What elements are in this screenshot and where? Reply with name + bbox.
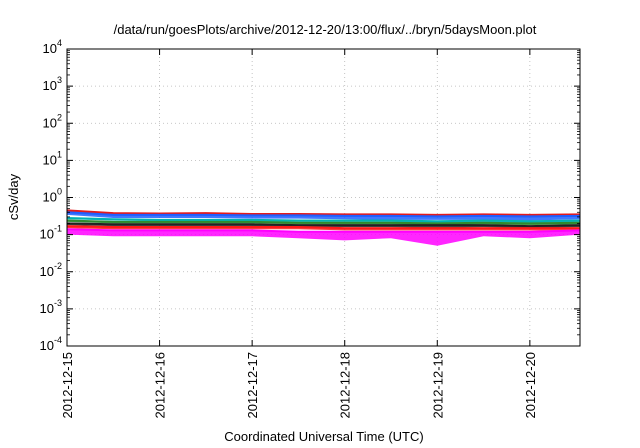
series-line-4 [66,222,581,228]
y-tick-label: 103 [43,75,62,93]
y-ticks: 10-4 10-3 10-2 10-1 100 101 102 103 104 [40,38,580,353]
series-line-1 [66,211,581,218]
x-tick-label: 2012-12-17 [245,352,260,419]
x-ticks: 2012-12-15 2012-12-16 2012-12-17 2012-12-18… [60,49,538,419]
series-line-2 [66,217,581,223]
y-tick-label: 10-1 [40,224,62,242]
y-tick-label: 10-4 [40,335,62,353]
x-tick-label: 2012-12-15 [60,352,75,419]
chart-title: /data/run/goesPlots/archive/2012-12-20/1… [114,22,537,37]
y-tick-label: 102 [43,112,62,130]
series-line-3 [66,219,581,225]
y-tick-label: 101 [43,149,62,167]
y-axis-label: cSv/day [6,173,21,220]
x-tick-label: 2012-12-20 [523,352,538,419]
y-tick-label: 104 [43,38,62,56]
y-tick-label: 100 [43,187,62,205]
grid [67,49,580,346]
x-tick-label: 2012-12-16 [153,352,168,419]
series-group [66,209,581,246]
y-tick-label: 10-2 [40,261,62,279]
y-tick-label: 10-3 [40,298,62,316]
x-tick-label: 2012-12-18 [338,352,353,419]
series-line-5 [66,225,580,230]
series-band-6 [67,229,580,246]
series-line-6 [66,228,581,233]
x-tick-label: 2012-12-19 [430,352,445,419]
x-axis-label: Coordinated Universal Time (UTC) [224,429,423,444]
series-line-0 [66,209,581,216]
